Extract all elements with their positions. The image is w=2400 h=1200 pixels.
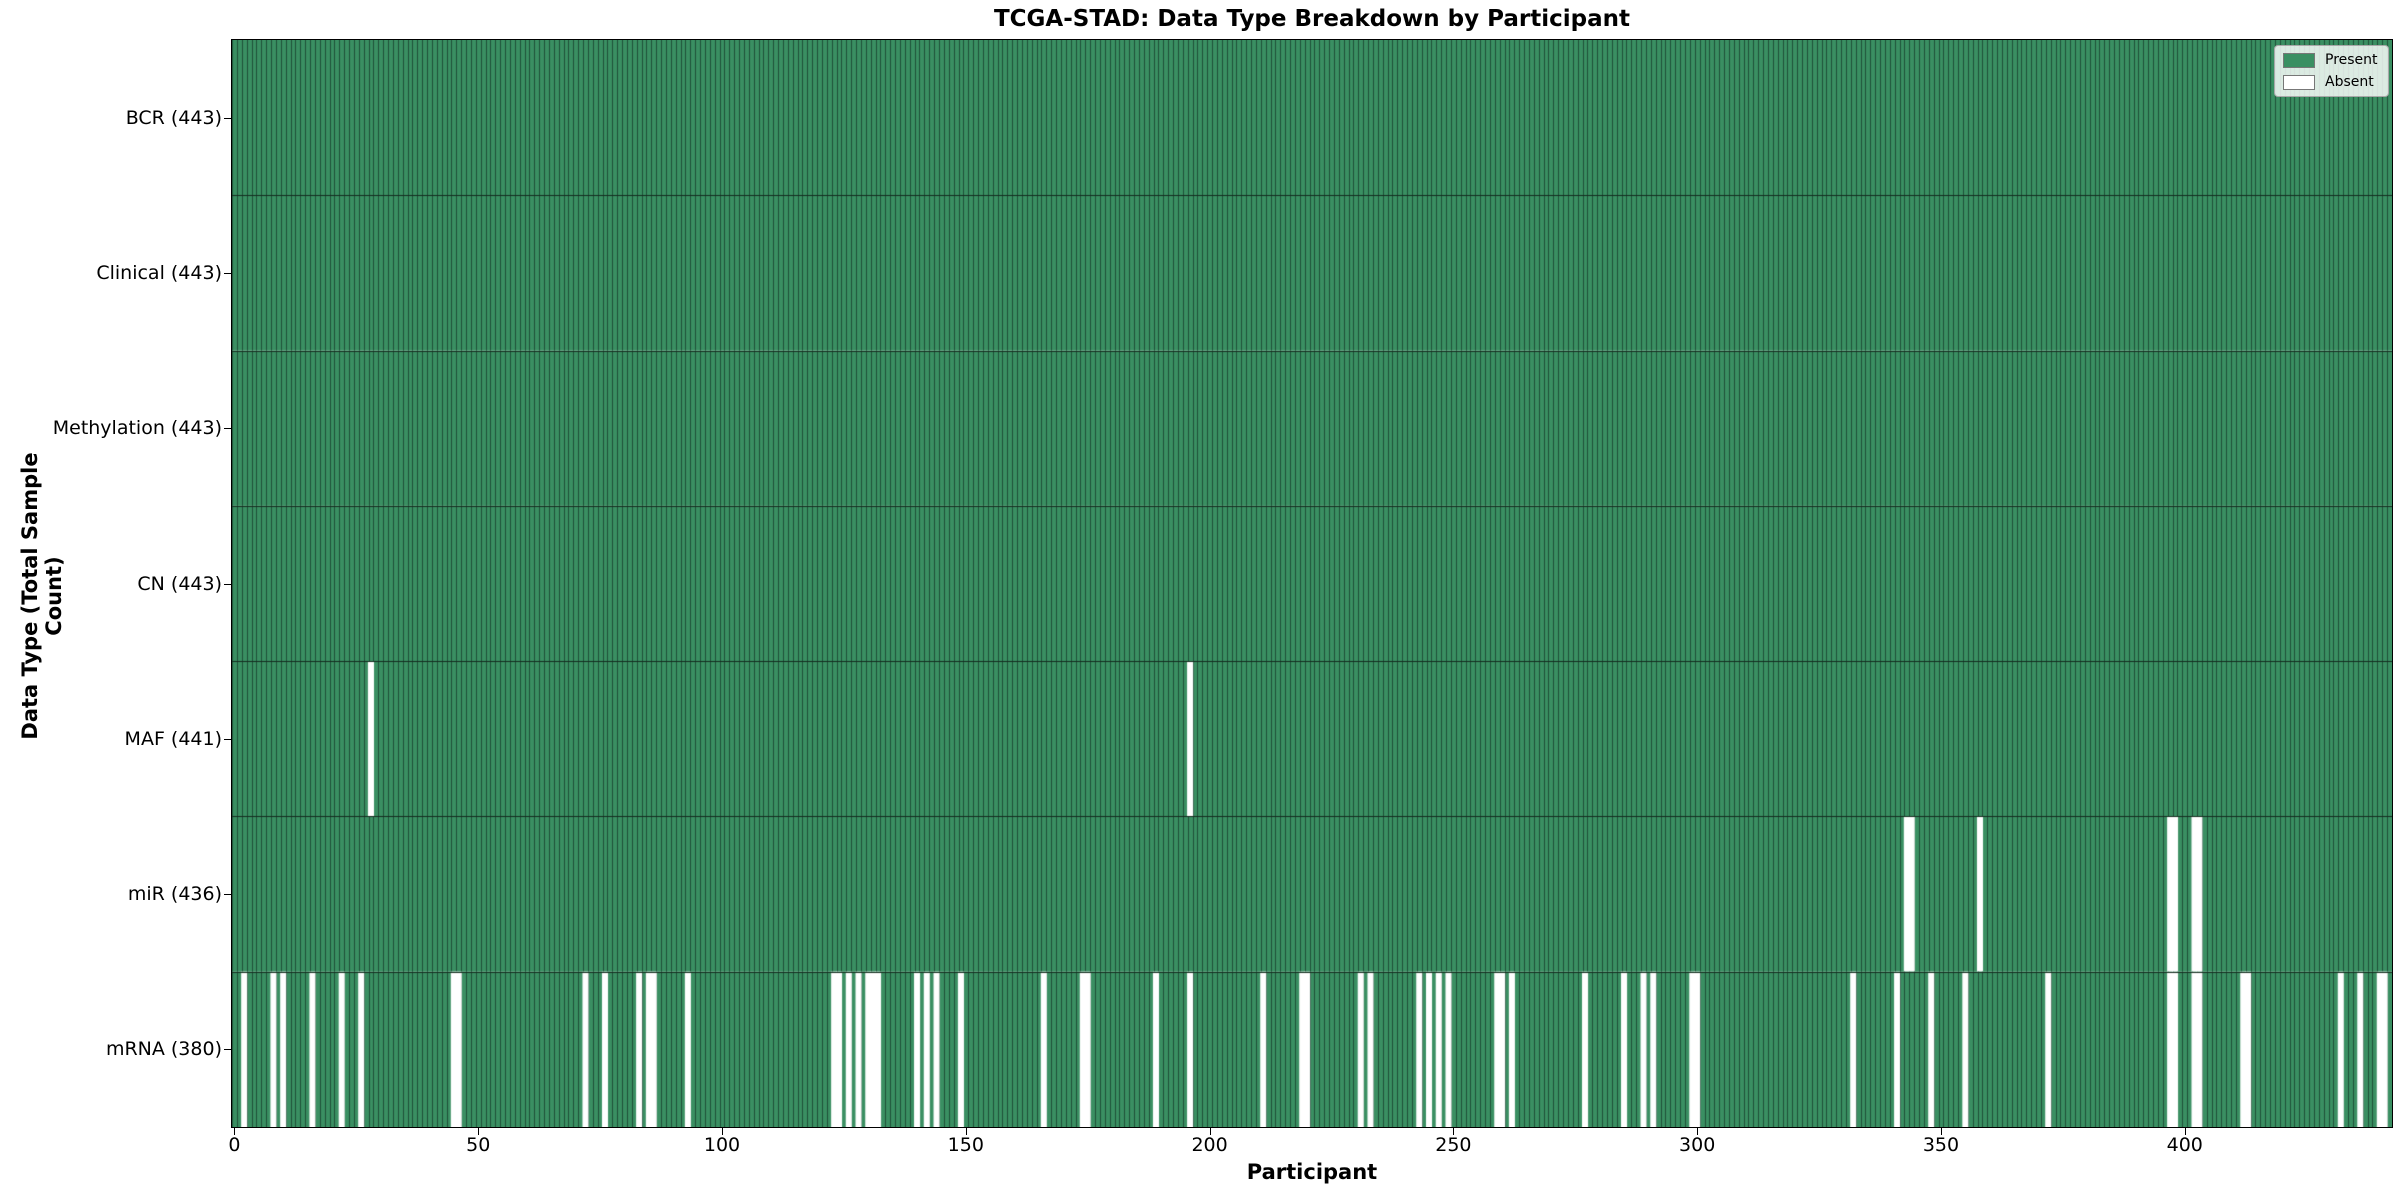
x-tick-label: 200 — [1191, 1134, 1228, 1156]
y-tick-label: mRNA (380) — [105, 1038, 222, 1061]
y-tick-mark — [224, 583, 232, 585]
y-tick-mark — [224, 272, 232, 274]
x-tick-label: 350 — [1922, 1134, 1960, 1156]
x-tick-mark — [478, 1128, 480, 1135]
legend-label: Absent — [2325, 74, 2374, 90]
legend-label: Present — [2325, 52, 2378, 68]
present-swatch — [2283, 52, 2315, 68]
x-tick-mark — [1453, 1128, 1455, 1135]
plot-area — [231, 39, 2393, 1128]
x-tick-mark — [965, 1128, 967, 1135]
x-tick-mark — [722, 1128, 724, 1135]
y-tick-label: Methylation (443) — [52, 417, 222, 440]
absent-swatch — [2283, 74, 2315, 90]
x-tick-label: 300 — [1679, 1134, 1716, 1156]
y-tick-mark — [224, 738, 232, 740]
y-tick-label: BCR (443) — [125, 106, 222, 129]
x-tick-mark — [1209, 1128, 1211, 1135]
x-tick-label: 100 — [703, 1134, 741, 1156]
x-tick-mark — [234, 1128, 236, 1135]
y-tick-label: Clinical (443) — [96, 261, 222, 284]
x-tick-label: 150 — [947, 1134, 984, 1156]
x-tick-label: 0 — [228, 1134, 241, 1156]
y-axis-title: Data Type (Total Sample Count) — [18, 452, 66, 740]
y-tick-label: MAF (441) — [124, 727, 222, 750]
y-tick-mark — [224, 117, 232, 119]
chart-title: TCGA-STAD: Data Type Breakdown by Partic… — [993, 6, 1630, 32]
y-tick-mark — [224, 428, 232, 430]
legend-entry: Absent — [2283, 74, 2378, 90]
x-tick-mark — [1697, 1128, 1699, 1135]
y-tick-mark — [224, 1049, 232, 1051]
x-tick-label: 50 — [466, 1134, 491, 1156]
legend-entry: Present — [2283, 52, 2378, 68]
y-tick-mark — [224, 894, 232, 896]
y-tick-label: miR (436) — [127, 883, 222, 906]
x-tick-mark — [1940, 1128, 1942, 1135]
x-tick-label: 250 — [1435, 1134, 1472, 1156]
x-tick-mark — [2184, 1128, 2186, 1135]
x-tick-label: 400 — [2166, 1134, 2203, 1156]
legend: Present Absent — [2274, 45, 2389, 97]
y-tick-label: CN (443) — [137, 572, 222, 595]
x-axis-title: Participant — [1246, 1160, 1378, 1184]
